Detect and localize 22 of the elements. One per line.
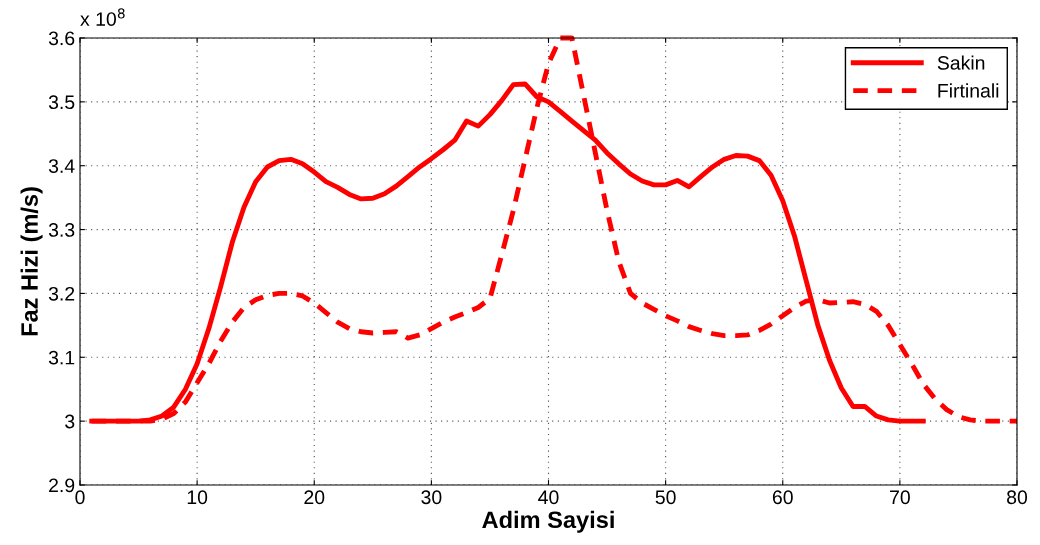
- y-tick-label: 3.3: [48, 223, 75, 237]
- text: x 10$^{8}$: [80, 8, 125, 27]
- y-tick-label: 3.1: [48, 350, 75, 365]
- y-tick-label: 2.9: [49, 478, 75, 493]
- y-tick-label: 3.2: [48, 286, 75, 301]
- x-tick-label: 60: [772, 490, 793, 505]
- x-tick-label: 80: [1007, 490, 1028, 505]
- x-tick-label: 70: [890, 490, 910, 505]
- x-tick-label: 50: [655, 490, 676, 505]
- y-tick-label: 3.6: [48, 31, 75, 46]
- y-tick-label: 3.4: [48, 159, 75, 173]
- x-tick-label: 20: [304, 490, 325, 505]
- legend-label: Sakin: [937, 55, 985, 70]
- x-axis-title: Adim Sayisi: [482, 510, 614, 533]
- y-tick-label: 3: [65, 414, 75, 429]
- y-axis-title: Faz Hizi (m/s): [20, 187, 43, 336]
- x-tick-label: 10: [187, 490, 208, 505]
- legend-label: Firtinali: [938, 83, 999, 98]
- x-tick-label: 40: [538, 490, 559, 505]
- x-tick-label: 30: [421, 490, 442, 505]
- y-tick-label: 3.5: [48, 95, 75, 110]
- x-tick-label: 0: [75, 490, 85, 505]
